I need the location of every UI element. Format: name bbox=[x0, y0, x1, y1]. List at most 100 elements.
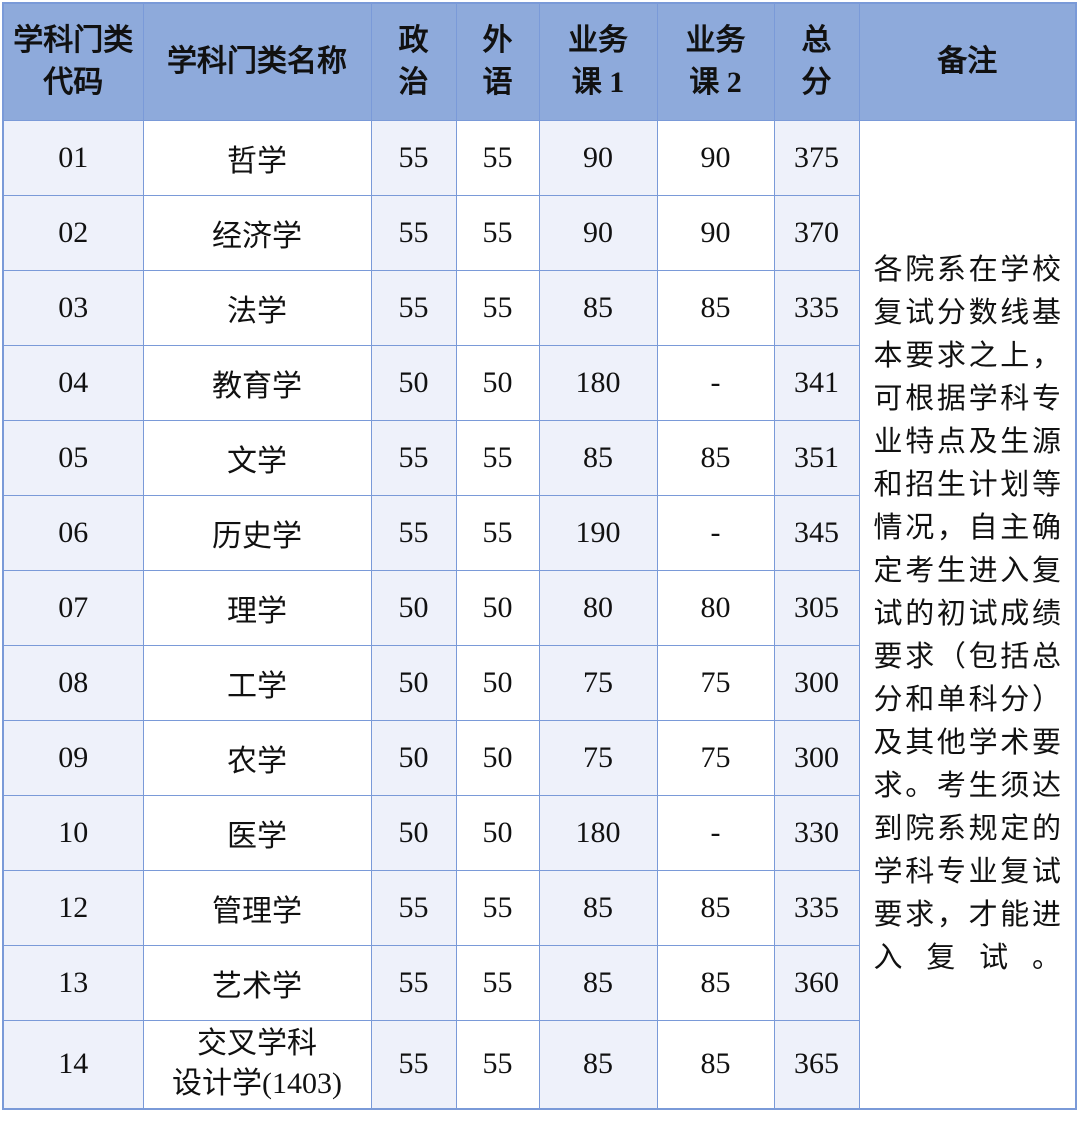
cell-code: 06 bbox=[2, 495, 144, 571]
cell-code: 04 bbox=[2, 345, 144, 421]
table-row: 06 历史学 55 55 190-345 bbox=[2, 495, 1076, 571]
table-row: 12 管理学 55 55 85 85 335 bbox=[2, 870, 1076, 946]
cell-wy: 50 bbox=[455, 345, 540, 421]
header-row: 学科门类 代码 学科门类名称 政治 外语 业务课 1 业务课 2 总分 备注 bbox=[2, 2, 1077, 121]
cell-wy: 50 bbox=[455, 570, 540, 646]
header-wy-line1: 外 bbox=[482, 24, 513, 57]
cell-zz: 50 bbox=[370, 570, 457, 646]
table-row: 10 医学 50 50 180-330 bbox=[2, 795, 1076, 871]
cell-zz: 55 bbox=[370, 195, 457, 271]
header-y2: 业务课 2 bbox=[656, 2, 775, 121]
cell-wy: 55 bbox=[455, 870, 540, 946]
header-zz-line2: 治 bbox=[398, 66, 429, 99]
cell-wy: 50 bbox=[455, 645, 540, 721]
cell-zz: 55 bbox=[370, 1020, 457, 1109]
cell-wy: 55 bbox=[455, 120, 540, 196]
cell-zf: 300 bbox=[773, 720, 860, 796]
cell-zf: 335 bbox=[773, 270, 860, 346]
cell-zz: 55 bbox=[370, 420, 457, 496]
cell-wy: 55 bbox=[455, 420, 540, 496]
cell-zz: 50 bbox=[370, 795, 457, 871]
cell-y1: 75 bbox=[538, 645, 658, 721]
cell-code: 12 bbox=[2, 870, 144, 946]
header-zf-line2: 分 bbox=[801, 66, 832, 99]
header-code: 学科门类 代码 bbox=[2, 2, 144, 121]
cell-zz: 55 bbox=[370, 270, 457, 346]
cell-zf: 345 bbox=[773, 495, 860, 571]
cell-zf: 360 bbox=[773, 945, 860, 1021]
header-y1-line2: 课 1 bbox=[571, 66, 625, 99]
cell-name: 农学 bbox=[142, 720, 372, 796]
cell-wy: 55 bbox=[455, 1020, 540, 1109]
cell-name-line: 交叉学科 bbox=[197, 1027, 317, 1061]
cell-y2: - bbox=[656, 495, 775, 571]
cell-code: 05 bbox=[2, 420, 144, 496]
cell-zz: 55 bbox=[370, 495, 457, 571]
cell-y2: 75 bbox=[656, 720, 775, 796]
header-zf: 总分 bbox=[773, 2, 860, 121]
cell-zz: 50 bbox=[370, 720, 457, 796]
cell-y1: 90 bbox=[538, 120, 658, 196]
cell-zz: 50 bbox=[370, 345, 457, 421]
cell-y2: - bbox=[656, 345, 775, 421]
cell-code: 10 bbox=[2, 795, 144, 871]
cell-name: 历史学 bbox=[142, 495, 372, 571]
cell-y1: 90 bbox=[538, 195, 658, 271]
cell-zz: 50 bbox=[370, 645, 457, 721]
cell-y1: 85 bbox=[538, 270, 658, 346]
header-name: 学科门类名称 bbox=[142, 2, 372, 121]
cell-y1: 85 bbox=[538, 1020, 658, 1109]
cell-zf: 375 bbox=[773, 120, 860, 196]
cell-name: 经济学 bbox=[142, 195, 372, 271]
cell-name: 哲学 bbox=[142, 120, 372, 196]
header-remark: 备注 bbox=[858, 2, 1077, 121]
cell-code: 03 bbox=[2, 270, 144, 346]
cell-y2: 85 bbox=[656, 270, 775, 346]
cell-zf: 365 bbox=[773, 1020, 860, 1109]
cell-y2: 85 bbox=[656, 870, 775, 946]
cell-zf: 330 bbox=[773, 795, 860, 871]
cell-name: 理学 bbox=[142, 570, 372, 646]
cell-wy: 55 bbox=[455, 270, 540, 346]
cell-zf: 341 bbox=[773, 345, 860, 421]
cell-code: 14 bbox=[2, 1020, 144, 1109]
cell-code: 13 bbox=[2, 945, 144, 1021]
header-zz-line1: 政 bbox=[398, 24, 429, 57]
cell-y2: 85 bbox=[656, 1020, 775, 1109]
cell-name: 教育学 bbox=[142, 345, 372, 421]
cell-code: 02 bbox=[2, 195, 144, 271]
table-row: 14 交叉学科 设计学(1403) 55 55 85 85 365 bbox=[2, 1020, 1076, 1109]
cell-y1: 75 bbox=[538, 720, 658, 796]
cell-zf: 305 bbox=[773, 570, 860, 646]
cell-zf: 351 bbox=[773, 420, 860, 496]
cell-name: 管理学 bbox=[142, 870, 372, 946]
table-row: 01 哲学 55 55 90 90 375 各院系在学校复试分数线基本要求之上，可根据学科专业… bbox=[2, 120, 1077, 1109]
header-zf-line1: 总 bbox=[801, 24, 832, 57]
cell-y2: 85 bbox=[656, 945, 775, 1021]
remark-cell: 各院系在学校复试分数线基本要求之上，可根据学科专业特点及生源和招生计划等情况，自… bbox=[858, 120, 1077, 1109]
cell-zz: 55 bbox=[370, 870, 457, 946]
cell-code: 08 bbox=[2, 645, 144, 721]
header-y1-line1: 业务 bbox=[568, 24, 628, 57]
cell-y1: 190 bbox=[538, 495, 658, 571]
cell-wy: 55 bbox=[455, 945, 540, 1021]
cell-name: 艺术学 bbox=[142, 945, 372, 1021]
cell-name: 工学 bbox=[142, 645, 372, 721]
cell-y1: 180 bbox=[538, 345, 658, 421]
cell-y2: 90 bbox=[656, 120, 775, 196]
cell-zz: 55 bbox=[370, 120, 457, 196]
cell-zz: 55 bbox=[370, 945, 457, 1021]
cell-wy: 55 bbox=[455, 495, 540, 571]
table-row: 02 经济学 55 55 90 90 370 bbox=[2, 195, 1076, 271]
header-y2-line2: 课 2 bbox=[689, 66, 742, 99]
cell-y2: 80 bbox=[656, 570, 775, 646]
cell-wy: 55 bbox=[455, 195, 540, 271]
cell-name: 交叉学科 设计学(1403) bbox=[142, 1020, 372, 1109]
cell-zf: 370 bbox=[773, 195, 860, 271]
table-row: 07 理学 50 50 80 80 305 bbox=[2, 570, 1076, 646]
cell-name: 文学 bbox=[142, 420, 372, 496]
header-y2-line1: 业务 bbox=[685, 24, 746, 57]
cell-code: 01 bbox=[2, 120, 144, 196]
cell-y1: 85 bbox=[538, 945, 658, 1021]
